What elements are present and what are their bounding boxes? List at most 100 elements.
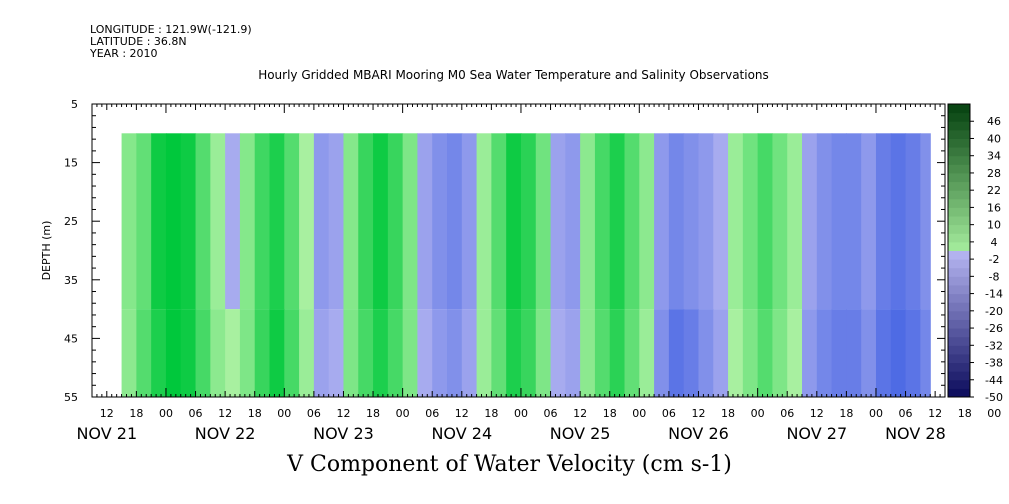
heatmap-cell [121,133,137,310]
colorbar-label: -50 [985,391,1003,404]
x-tick-label: 18 [366,407,380,420]
heatmap-cell [713,133,729,310]
plot-frame [91,103,946,398]
colorbar-cell [948,224,970,234]
x-tick-label: 06 [544,407,558,420]
colorbar-cell [948,371,970,381]
colorbar-cell [948,310,970,320]
heatmap-cell [506,309,522,397]
x-tick-label: 00 [869,407,883,420]
heatmap-cell [358,309,374,397]
y-tick-label: 15 [64,157,78,170]
heatmap-cell [225,133,241,310]
x-tick-label: 12 [928,407,942,420]
colorbar-frame [947,103,971,398]
colorbar-cell [948,284,970,295]
heatmap-cell [343,133,359,310]
colorbar-label: -38 [985,357,1003,370]
heatmap-cell [535,133,552,310]
heatmap-cell [121,309,137,397]
heatmap-cell [594,309,611,397]
heatmap-cell [831,309,847,397]
heatmap-cell [846,309,862,397]
x-date-label: NOV 24 [431,424,492,443]
y-axis: 5 15 25 35 45 55 [64,98,945,404]
x-tick-label: 18 [484,407,498,420]
heatmap-cell [373,309,389,397]
heatmap-cell [239,133,256,310]
heatmap-cell [654,133,670,310]
heatmap-cell [447,133,463,310]
heatmap-cell [180,309,197,397]
x-tick-label: 00 [396,407,410,420]
y-axis-label: DEPTH (m) [40,221,53,281]
x-tick-label: 06 [189,407,203,420]
heatmap-cell [432,309,448,397]
x-tick-label: 00 [751,407,765,420]
heatmap-cell [565,133,581,310]
colorbar-cell [948,155,970,165]
colorbar-cell [948,216,970,226]
heatmap-cell [683,309,700,397]
colorbar-cell [948,319,970,329]
y-tick-label: 5 [71,98,78,111]
heatmap-cell [402,133,419,310]
heatmap-cell [698,133,714,310]
heatmap-cell [313,309,330,397]
heatmap-cell [550,133,566,310]
heatmap-cell [905,309,921,397]
x-tick-label: 12 [100,407,114,420]
plot-area [121,133,931,397]
heatmap-band [121,133,931,310]
heatmap-cell [239,309,256,397]
heatmap-cell [506,133,522,310]
longitude-label: LONGITUDE : 121.9W(-121.9) [90,23,252,36]
heatmap-cell [417,309,433,397]
heatmap-cell [195,309,211,397]
heatmap-cell [358,133,374,310]
heatmap-cell [476,133,492,310]
colorbar-label: 28 [987,167,1001,180]
heatmap-cell [594,133,611,310]
colorbar-cell [948,379,970,389]
heatmap-cell [624,133,640,310]
heatmap-cell [905,133,921,310]
heatmap-cell [742,133,759,310]
x-tick-label: 06 [307,407,321,420]
colorbar-cell [948,353,970,364]
heatmap-cell [269,309,285,397]
heatmap-cell [654,309,670,397]
colorbar-label: -14 [985,288,1003,301]
x-tick-label: 00 [159,407,173,420]
heatmap-cell [639,133,655,310]
x-tick-label: 18 [721,407,735,420]
y-tick-label: 55 [64,391,78,404]
heatmap-cell [520,133,537,310]
x-tick-label: 18 [129,407,143,420]
heatmap-cell [299,309,315,397]
heatmap-cell [668,309,685,397]
heatmap-cell [165,133,182,310]
colorbar-cell [948,121,970,131]
x-tick-label: 12 [218,407,232,420]
heatmap-cell [861,133,877,310]
heatmap-cell [787,309,803,397]
heatmap-cell [550,309,566,397]
heatmap-cell [491,309,507,397]
heatmap-cell [195,133,211,310]
colorbar-cell [948,190,970,200]
x-tick-label: 12 [810,407,824,420]
heatmap-cell [728,309,744,397]
colorbar-cell [948,259,970,269]
x-tick-label: 12 [691,407,705,420]
heatmap-cell [373,133,389,310]
colorbar-cell [948,104,970,114]
heatmap-cell [580,133,596,310]
x-tick-label: 18 [603,407,617,420]
colorbar-cell [948,147,970,157]
x-axis: 12 18 00 06 12 18 00 06 12 18 00 06 12 18 00 06 12 18 00 06… [76,104,1001,443]
heatmap-cell [757,133,774,310]
variable-title: V Component of Water Velocity (cm s-1) [287,452,732,477]
heatmap-cell [742,309,759,397]
heatmap-cell [447,309,463,397]
